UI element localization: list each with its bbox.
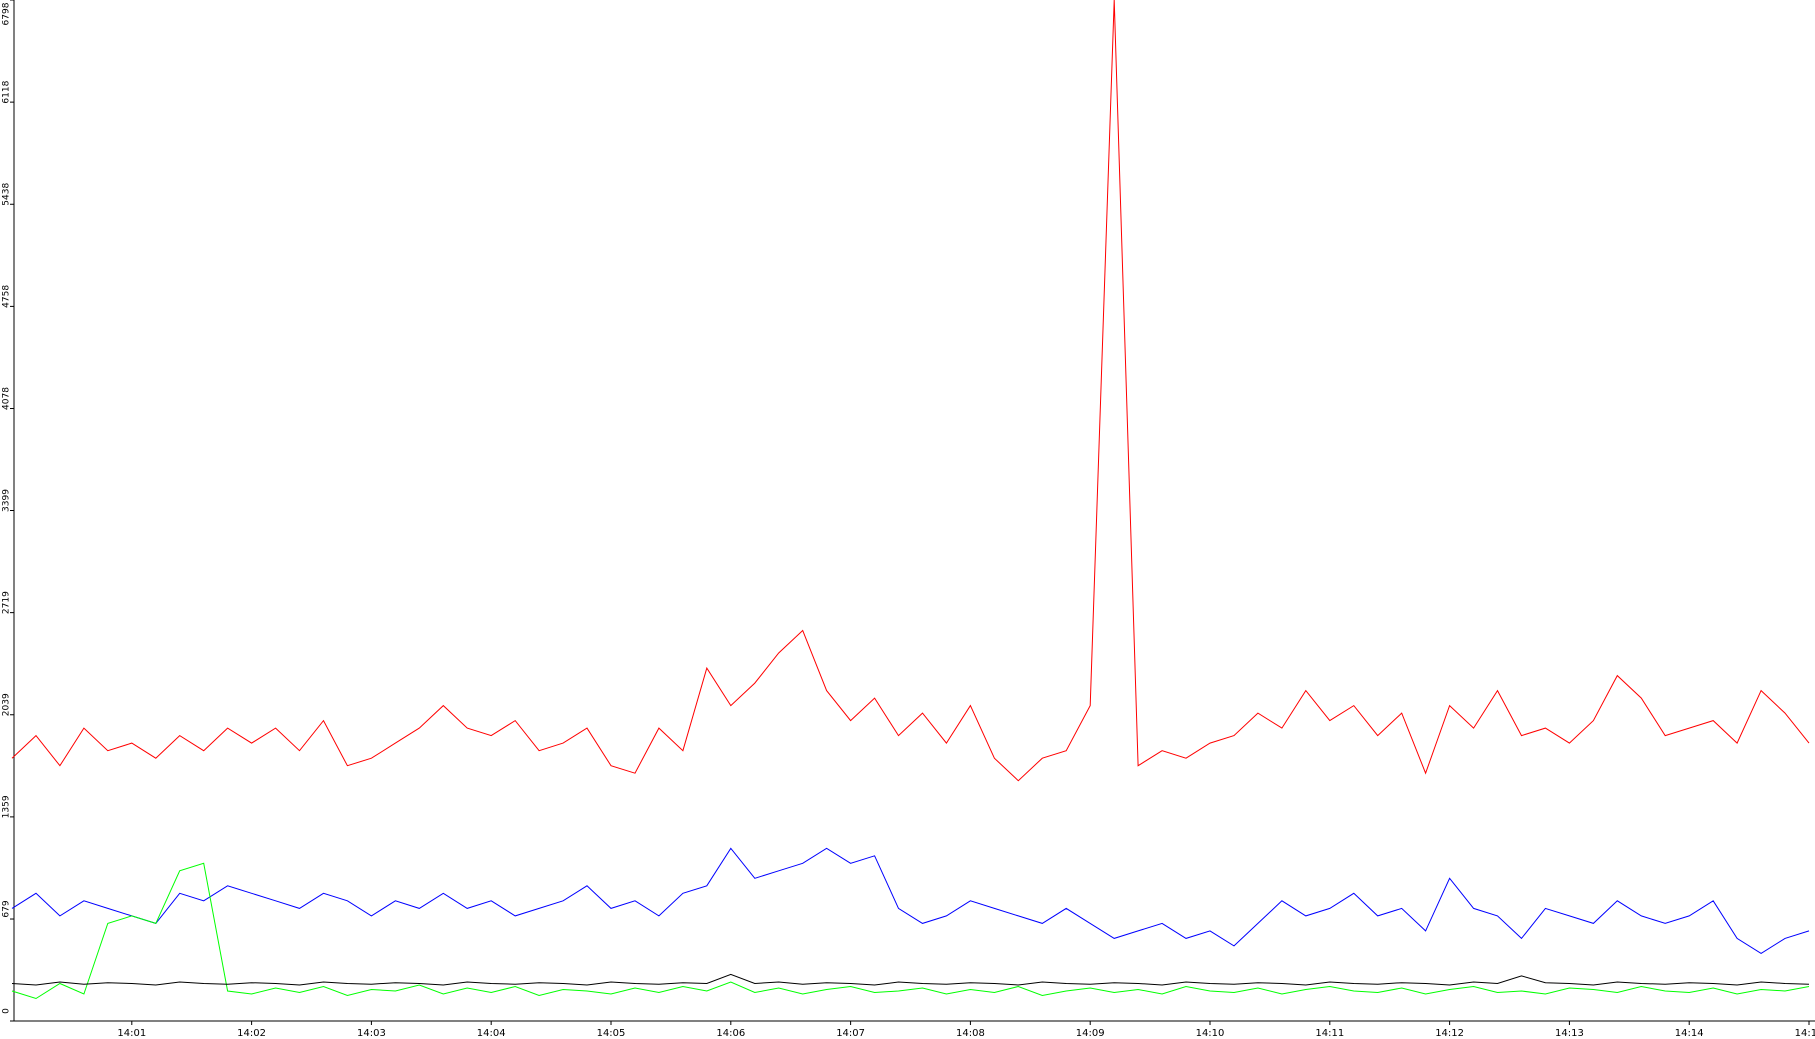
x-tick-label: 14:10 [1196,1028,1225,1039]
x-tick-label: 14:06 [716,1028,745,1039]
x-tick-label: 14:02 [237,1028,266,1039]
y-tick-label: 1359 [2,795,12,818]
series-line [11,847,1810,954]
y-tick-label: 2039 [2,693,12,716]
y-tick-label: 2719 [2,591,12,614]
x-tick-label: 14:04 [477,1028,506,1039]
x-tick-label: 14:12 [1435,1028,1464,1039]
x-tick-label: 14:15 [1795,1028,1815,1039]
series-line [11,862,1810,1000]
y-tick-label: 3399 [2,489,12,512]
x-tick-label: 14:14 [1675,1028,1704,1039]
y-tick-label: 5438 [2,183,12,206]
y-tick-label: 4758 [2,285,12,308]
series-line [11,973,1810,986]
y-tick-label: 6798 [2,2,12,25]
y-tick-label: 679 [2,900,12,917]
x-tick-label: 14:05 [597,1028,626,1039]
y-tick-label: 0 [2,1008,12,1014]
y-tick-label: 4078 [2,387,12,410]
x-tick-label: 14:01 [117,1028,146,1039]
x-tick-label: 14:03 [357,1028,386,1039]
y-tick-label: 6118 [2,80,12,103]
x-tick-label: 14:13 [1555,1028,1584,1039]
x-tick-label: 14:07 [836,1028,865,1039]
series-line [11,0,1810,782]
x-tick-label: 14:11 [1315,1028,1344,1039]
x-tick-label: 14:08 [956,1028,985,1039]
x-tick-label: 14:09 [1076,1028,1105,1039]
